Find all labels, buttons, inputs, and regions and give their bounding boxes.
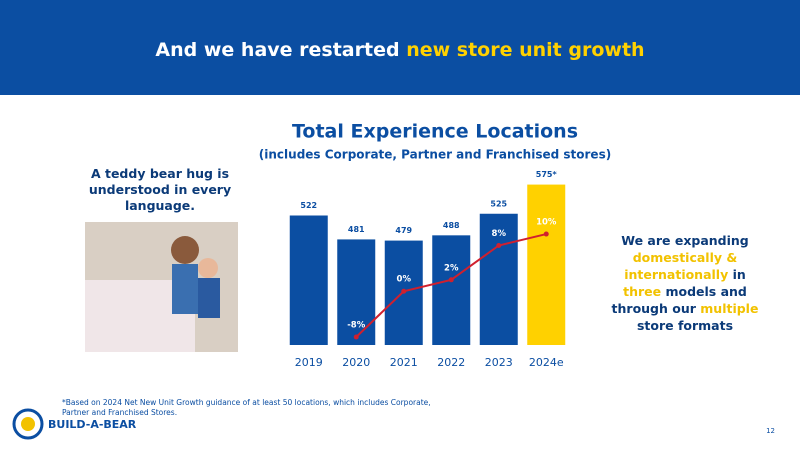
line-point — [401, 288, 407, 294]
data-label: 0% — [397, 275, 412, 285]
bar — [479, 213, 518, 345]
footnote: *Based on 2024 Net New Unit Growth guida… — [62, 398, 431, 417]
header-title: And we have restarted new store unit gro… — [155, 39, 644, 61]
title-part: And we have restarted — [155, 39, 399, 61]
x-tick-label: 2019 — [295, 356, 323, 369]
x-tick-label: 2024e — [529, 356, 564, 369]
data-label: -8% — [347, 320, 365, 330]
header-band — [0, 0, 800, 95]
data-label: 575* — [536, 170, 558, 179]
right-text: We are expanding domestically & internat… — [605, 232, 765, 334]
highlight-text: domestically & internationally — [624, 250, 738, 282]
bar — [432, 235, 471, 345]
data-label: 479 — [395, 226, 412, 235]
text-part: in — [732, 267, 746, 282]
data-label: 525 — [490, 199, 507, 208]
line-point — [353, 334, 359, 340]
bar — [337, 239, 376, 345]
title-highlight: new store unit growth — [406, 39, 644, 61]
chart-title: Total Experience Locations — [292, 121, 578, 143]
logo: BUILD-A-BEAR — [12, 408, 137, 440]
data-label: 2% — [444, 263, 459, 273]
highlight-text: multiple — [700, 301, 759, 316]
x-tick-label: 2022 — [437, 356, 465, 369]
chart-subtitle: (includes Corporate, Partner and Franchi… — [259, 148, 611, 162]
x-tick-label: 2020 — [342, 356, 370, 369]
x-tick-label: 2023 — [485, 356, 513, 369]
left-text: A teddy bear hug is understood in every … — [88, 166, 232, 213]
data-label: 10% — [536, 218, 557, 228]
line-point — [448, 277, 454, 283]
data-label: 8% — [492, 229, 507, 239]
data-label: 488 — [443, 221, 460, 230]
line-point — [496, 242, 502, 248]
data-label: 522 — [300, 201, 317, 210]
line-point — [543, 231, 549, 237]
data-label: 481 — [348, 225, 365, 234]
page-number: 12 — [766, 427, 775, 435]
text-part: models and through our — [611, 284, 747, 316]
highlight-text: three — [623, 284, 662, 299]
x-tick-label: 2021 — [390, 356, 418, 369]
logo-text: BUILD-A-BEAR — [48, 418, 137, 431]
text-part: We are expanding — [621, 233, 749, 248]
text-part: store formats — [636, 318, 734, 333]
bar — [289, 215, 328, 345]
bar — [527, 184, 566, 345]
photo — [85, 222, 238, 352]
